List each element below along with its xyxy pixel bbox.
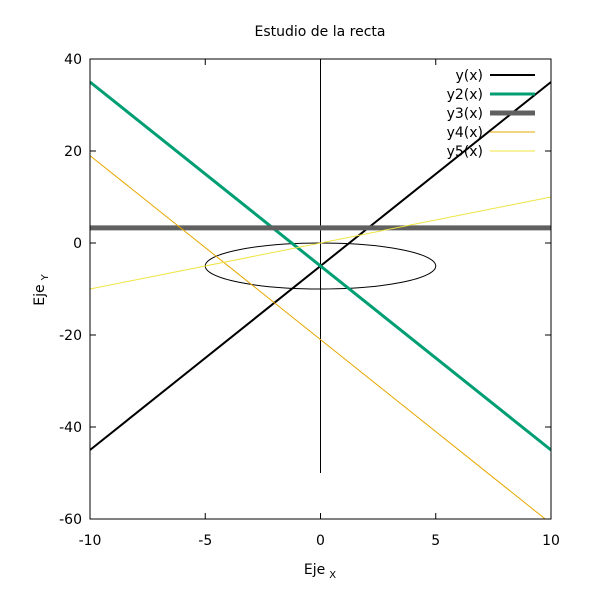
legend-label: y2(x) [447, 87, 483, 103]
legend-label: y5(x) [447, 144, 483, 160]
x-axis-label: Eje X [304, 562, 336, 581]
y-tick-label: 40 [64, 52, 82, 68]
legend-label: y3(x) [447, 106, 483, 122]
x-tick-label: -10 [79, 533, 102, 549]
x-axis-label-subscript: X [329, 570, 336, 581]
y-axis-label: Eje Y [32, 273, 51, 305]
y-tick-label: -40 [59, 420, 82, 436]
y-tick-label: -60 [59, 512, 82, 528]
x-tick-label: -5 [198, 533, 212, 549]
y-tick-label: -20 [59, 328, 82, 344]
x-axis-ticks: -10 -5 0 5 10 [79, 59, 560, 549]
legend: y(x) y2(x) y3(x) y4(x) y5(x) [447, 68, 535, 160]
legend-label: y(x) [456, 68, 484, 84]
y-tick-label: 0 [73, 236, 82, 252]
y-axis-ticks: -60 -40 -20 0 20 40 [59, 52, 551, 528]
chart-title: Estudio de la recta [255, 24, 386, 40]
series-line-4 [90, 155, 547, 519]
series-lines [90, 80, 551, 519]
y-axis-label-subscript: Y [40, 273, 51, 281]
x-axis-label-text: Eje [304, 562, 325, 578]
y-tick-label: 20 [64, 144, 82, 160]
x-tick-label: 10 [542, 533, 560, 549]
x-tick-label: 0 [316, 533, 325, 549]
y-axis-label-text: Eje [32, 284, 48, 305]
series-line-5 [90, 196, 551, 290]
x-tick-label: 5 [431, 533, 440, 549]
legend-label: y4(x) [447, 125, 483, 141]
series-line-2 [90, 80, 551, 452]
